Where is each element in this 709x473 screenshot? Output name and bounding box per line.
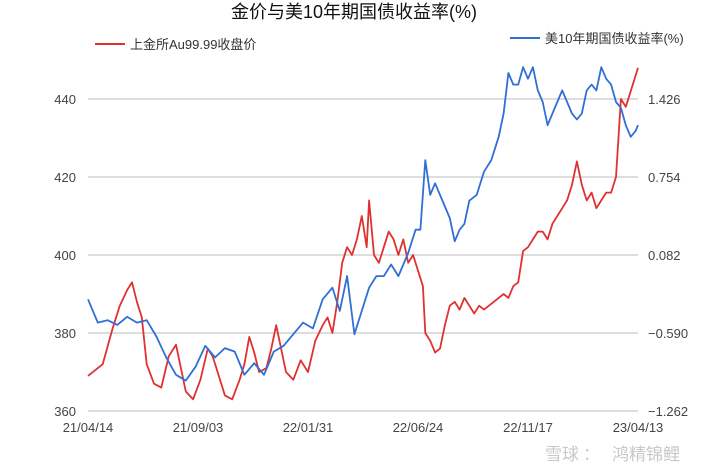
grid <box>88 98 638 412</box>
y-left-ticks: 360 380 400 420 440 <box>54 92 76 419</box>
x-tick-label: 22/01/31 <box>283 420 334 435</box>
series-line-gold-price <box>87 67 639 401</box>
y-right-tick-label: 0.754 <box>648 170 681 185</box>
x-tick-label: 21/09/03 <box>173 420 224 435</box>
x-tick-label: 23/04/13 <box>613 420 664 435</box>
y-left-tick-label: 360 <box>54 404 76 419</box>
series-line-us10y-yield <box>87 66 639 382</box>
y-left-tick-label: 440 <box>54 92 76 107</box>
x-tick-label: 22/11/17 <box>503 420 553 435</box>
watermark-author: 鸿精锦鲤 <box>612 445 680 464</box>
legend-right: 美10年期国债收益率(%) <box>510 31 684 46</box>
y-left-tick-label: 400 <box>54 248 76 263</box>
legend-left: 上金所Au99.99收盘价 <box>95 37 256 52</box>
legend-label-yield: 美10年期国债收益率(%) <box>545 31 684 46</box>
watermark-brand: 雪球 <box>545 445 579 464</box>
y-right-tick-label: 0.082 <box>648 248 681 263</box>
chart-title: 金价与美10年期国债收益率(%) <box>231 2 477 22</box>
y-right-tick-label: −1.262 <box>648 404 688 419</box>
x-tick-label: 22/06/24 <box>393 420 444 435</box>
x-ticks: 21/04/14 21/09/03 22/01/31 22/06/24 22/11/17… <box>63 420 664 435</box>
y-left-tick-label: 380 <box>54 326 76 341</box>
series-layer <box>87 66 639 401</box>
y-left-tick-label: 420 <box>54 170 76 185</box>
y-right-tick-label: −0.590 <box>648 326 688 341</box>
y-right-tick-label: 1.426 <box>648 92 681 107</box>
legend-label-gold: 上金所Au99.99收盘价 <box>130 37 256 52</box>
x-tick-label: 21/04/14 <box>63 420 114 435</box>
watermark-separator: ： <box>583 445 600 464</box>
watermark: 雪球 ： 鸿精锦鲤 <box>545 445 680 464</box>
y-right-ticks: −1.262 −0.590 0.082 0.754 1.426 <box>648 92 688 419</box>
